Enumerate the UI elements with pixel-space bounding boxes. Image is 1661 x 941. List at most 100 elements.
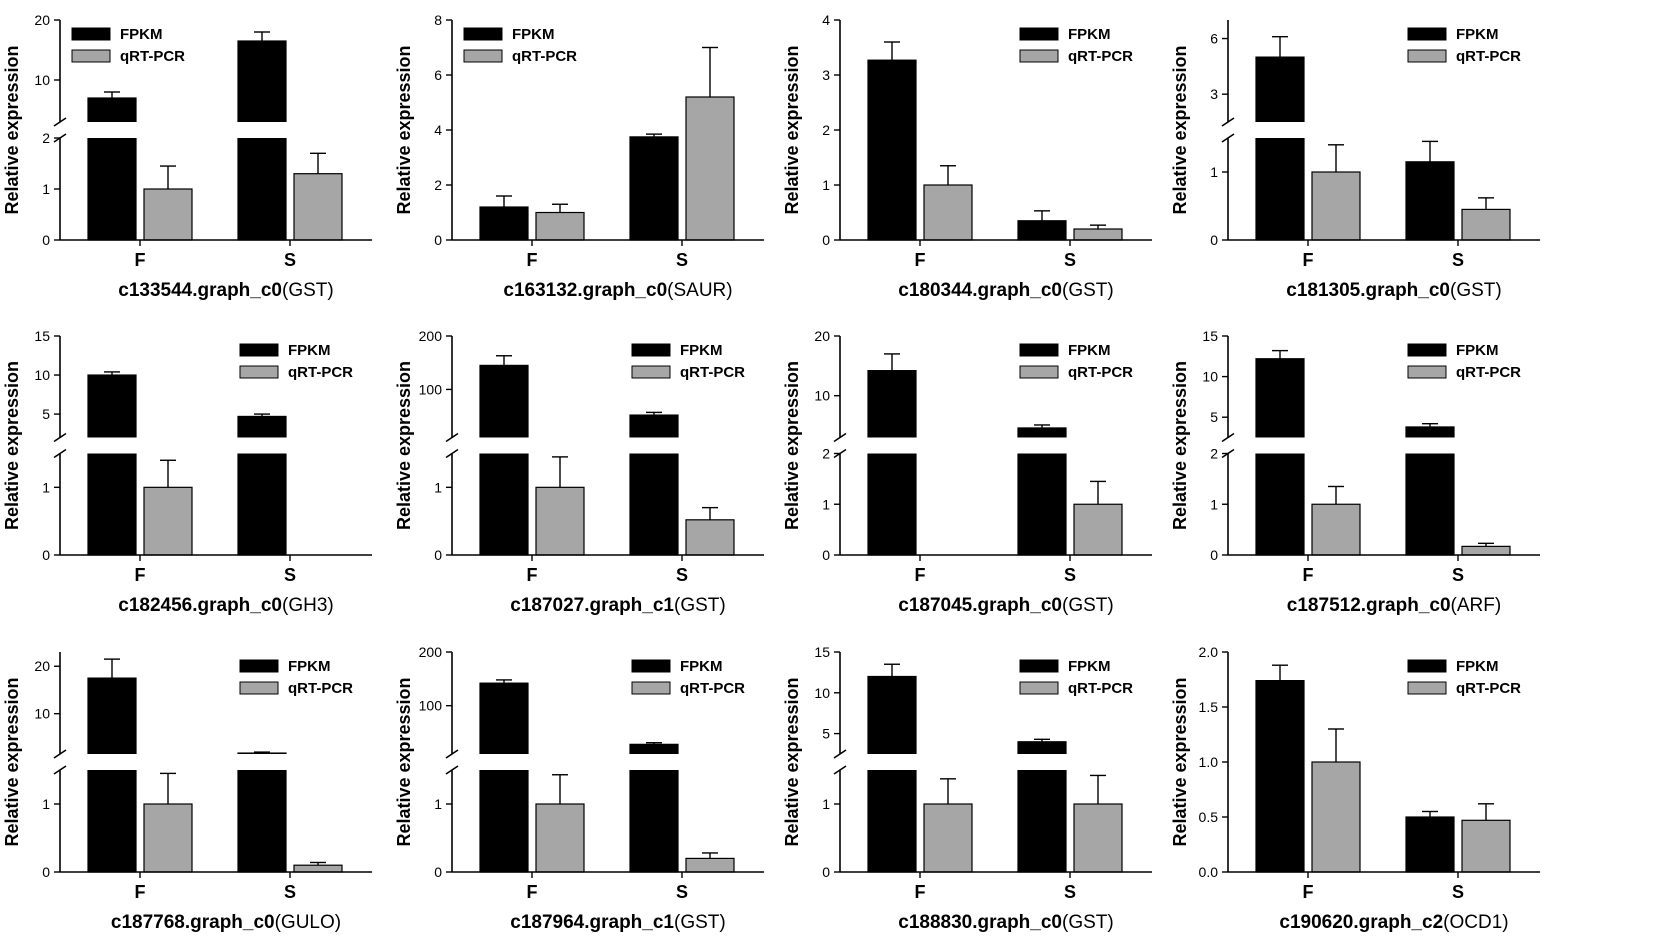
y-tick-label: 5	[42, 406, 50, 422]
chart-title-id: c190620.graph_c2	[1279, 912, 1443, 933]
axis-break-gap	[453, 437, 764, 454]
legend-swatch-qrtpcr	[1019, 681, 1059, 695]
x-category-label: S	[1064, 565, 1076, 585]
chart-title-id: c187964.graph_c1	[510, 912, 674, 933]
y-axis-label: Relative expression	[2, 677, 22, 846]
axis-break-mark	[1221, 432, 1235, 443]
axis-break-gap	[61, 122, 372, 138]
y-tick-label: 20	[814, 328, 830, 344]
x-category-label: S	[284, 250, 296, 270]
y-axis-label: Relative expression	[782, 45, 802, 214]
axis-break-gap	[61, 754, 372, 770]
x-category-label: F	[915, 882, 926, 902]
y-tick-label: 1	[822, 796, 830, 812]
chart-title-id: c187027.graph_c1	[510, 595, 674, 616]
chart-title-gene: (GST)	[282, 280, 334, 301]
chart-panel-8: 0 1 2 5 10 15 F S Relative expression FPKM qRT-PCR…	[1170, 328, 1540, 616]
legend-label-qrtpcr: qRT-PCR	[1068, 48, 1133, 65]
y-tick-label: 0	[434, 547, 442, 563]
x-category-label: F	[527, 250, 538, 270]
legend-swatch-fpkm	[1019, 343, 1059, 357]
chart-panel-1: 0 1 2 10 20 F S Relative expression FPKM qRT-PCR c…	[2, 12, 372, 301]
legend-swatch-qrtpcr	[1019, 365, 1059, 379]
y-tick-label: 1	[42, 479, 50, 495]
y-tick-label: 1	[42, 796, 50, 812]
legend-label-qrtpcr: qRT-PCR	[1068, 364, 1133, 381]
y-tick-label: 1	[42, 181, 50, 197]
y-axis-label: Relative expression	[394, 45, 414, 214]
x-category-label: F	[915, 565, 926, 585]
legend-swatch-qrtpcr	[1407, 49, 1447, 63]
y-tick-label: 200	[419, 328, 443, 344]
legend-label-qrtpcr: qRT-PCR	[680, 680, 745, 697]
y-tick-label: 10	[34, 367, 50, 383]
y-tick-label: 2	[822, 122, 830, 138]
bar-qrtpcr-f	[1311, 761, 1361, 873]
bar-fpkm-s	[629, 414, 679, 556]
bar-fpkm-f	[87, 677, 137, 873]
bar-fpkm-s	[629, 136, 679, 241]
axis-break-gap	[1229, 122, 1540, 138]
chart-title-gene: (GH3)	[282, 595, 334, 616]
legend-swatch-fpkm	[239, 343, 279, 357]
y-tick-label: 20	[34, 12, 50, 28]
chart-title: c190620.graph_c2(OCD1)	[1279, 912, 1508, 933]
x-category-label: F	[1303, 250, 1314, 270]
x-category-label: F	[915, 250, 926, 270]
legend-swatch-fpkm	[631, 343, 671, 357]
bar-qrtpcr-s	[1073, 228, 1123, 241]
legend-label-fpkm: FPKM	[1456, 658, 1499, 675]
y-tick-label: 4	[822, 12, 830, 28]
chart-title-id: c182456.graph_c0	[118, 595, 282, 616]
chart-panel-7: 0 1 2 10 20 F S Relative expression FPKM qRT-PCR c…	[782, 328, 1152, 616]
legend-label-fpkm: FPKM	[1068, 342, 1111, 359]
legend-swatch-fpkm	[463, 27, 503, 41]
y-tick-label: 0.0	[1199, 864, 1219, 880]
x-category-label: S	[1452, 882, 1464, 902]
y-tick-label: 4	[434, 122, 442, 138]
legend-label-fpkm: FPKM	[288, 342, 331, 359]
y-tick-label: 1.0	[1199, 754, 1219, 770]
y-tick-label: 10	[814, 685, 830, 701]
legend-swatch-fpkm	[239, 659, 279, 673]
y-tick-label: 10	[814, 388, 830, 404]
bar-fpkm-f	[479, 364, 529, 556]
bar-qrtpcr-f	[535, 486, 585, 556]
y-tick-label: 5	[822, 726, 830, 742]
axis-break-mark	[833, 432, 847, 443]
legend-swatch-fpkm	[1019, 659, 1059, 673]
bar-fpkm-f	[867, 370, 917, 556]
y-axis-label: Relative expression	[2, 361, 22, 530]
y-tick-label: 15	[814, 644, 830, 660]
axis-break-mark	[53, 448, 67, 459]
legend-swatch-qrtpcr	[239, 681, 279, 695]
legend-label-qrtpcr: qRT-PCR	[1456, 364, 1521, 381]
bar-qrtpcr-s	[293, 864, 343, 873]
bar-qrtpcr-f	[923, 184, 973, 241]
bar-qrtpcr-s	[1461, 819, 1511, 873]
chart-title-id: c187768.graph_c0	[111, 912, 275, 933]
x-category-label: S	[1064, 882, 1076, 902]
axis-break-mark	[445, 749, 459, 759]
axis-break-mark	[53, 117, 67, 127]
chart-title: c188830.graph_c0(GST)	[898, 912, 1113, 933]
y-tick-label: 1	[1210, 164, 1218, 180]
x-category-label: S	[676, 882, 688, 902]
legend-swatch-qrtpcr	[631, 365, 671, 379]
y-tick-label: 1	[822, 177, 830, 193]
bar-qrtpcr-f	[1311, 503, 1361, 556]
x-category-label: S	[1452, 250, 1464, 270]
chart-panel-4: 0 1 3 6 F S Relative expression FPKM qRT-PCR c181…	[1170, 20, 1540, 301]
y-tick-label: 0	[1210, 547, 1218, 563]
y-tick-label: 1	[434, 796, 442, 812]
bar-fpkm-f	[867, 59, 917, 241]
chart-title-gene: (OCD1)	[1443, 912, 1508, 933]
chart-title-gene: (GST)	[674, 595, 726, 616]
legend-label-fpkm: FPKM	[1456, 26, 1499, 43]
bar-fpkm-f	[867, 675, 917, 873]
x-category-label: F	[1303, 565, 1314, 585]
y-axis-label: Relative expression	[394, 361, 414, 530]
chart-title-gene: (GST)	[1062, 595, 1114, 616]
chart-title-id: c188830.graph_c0	[898, 912, 1062, 933]
